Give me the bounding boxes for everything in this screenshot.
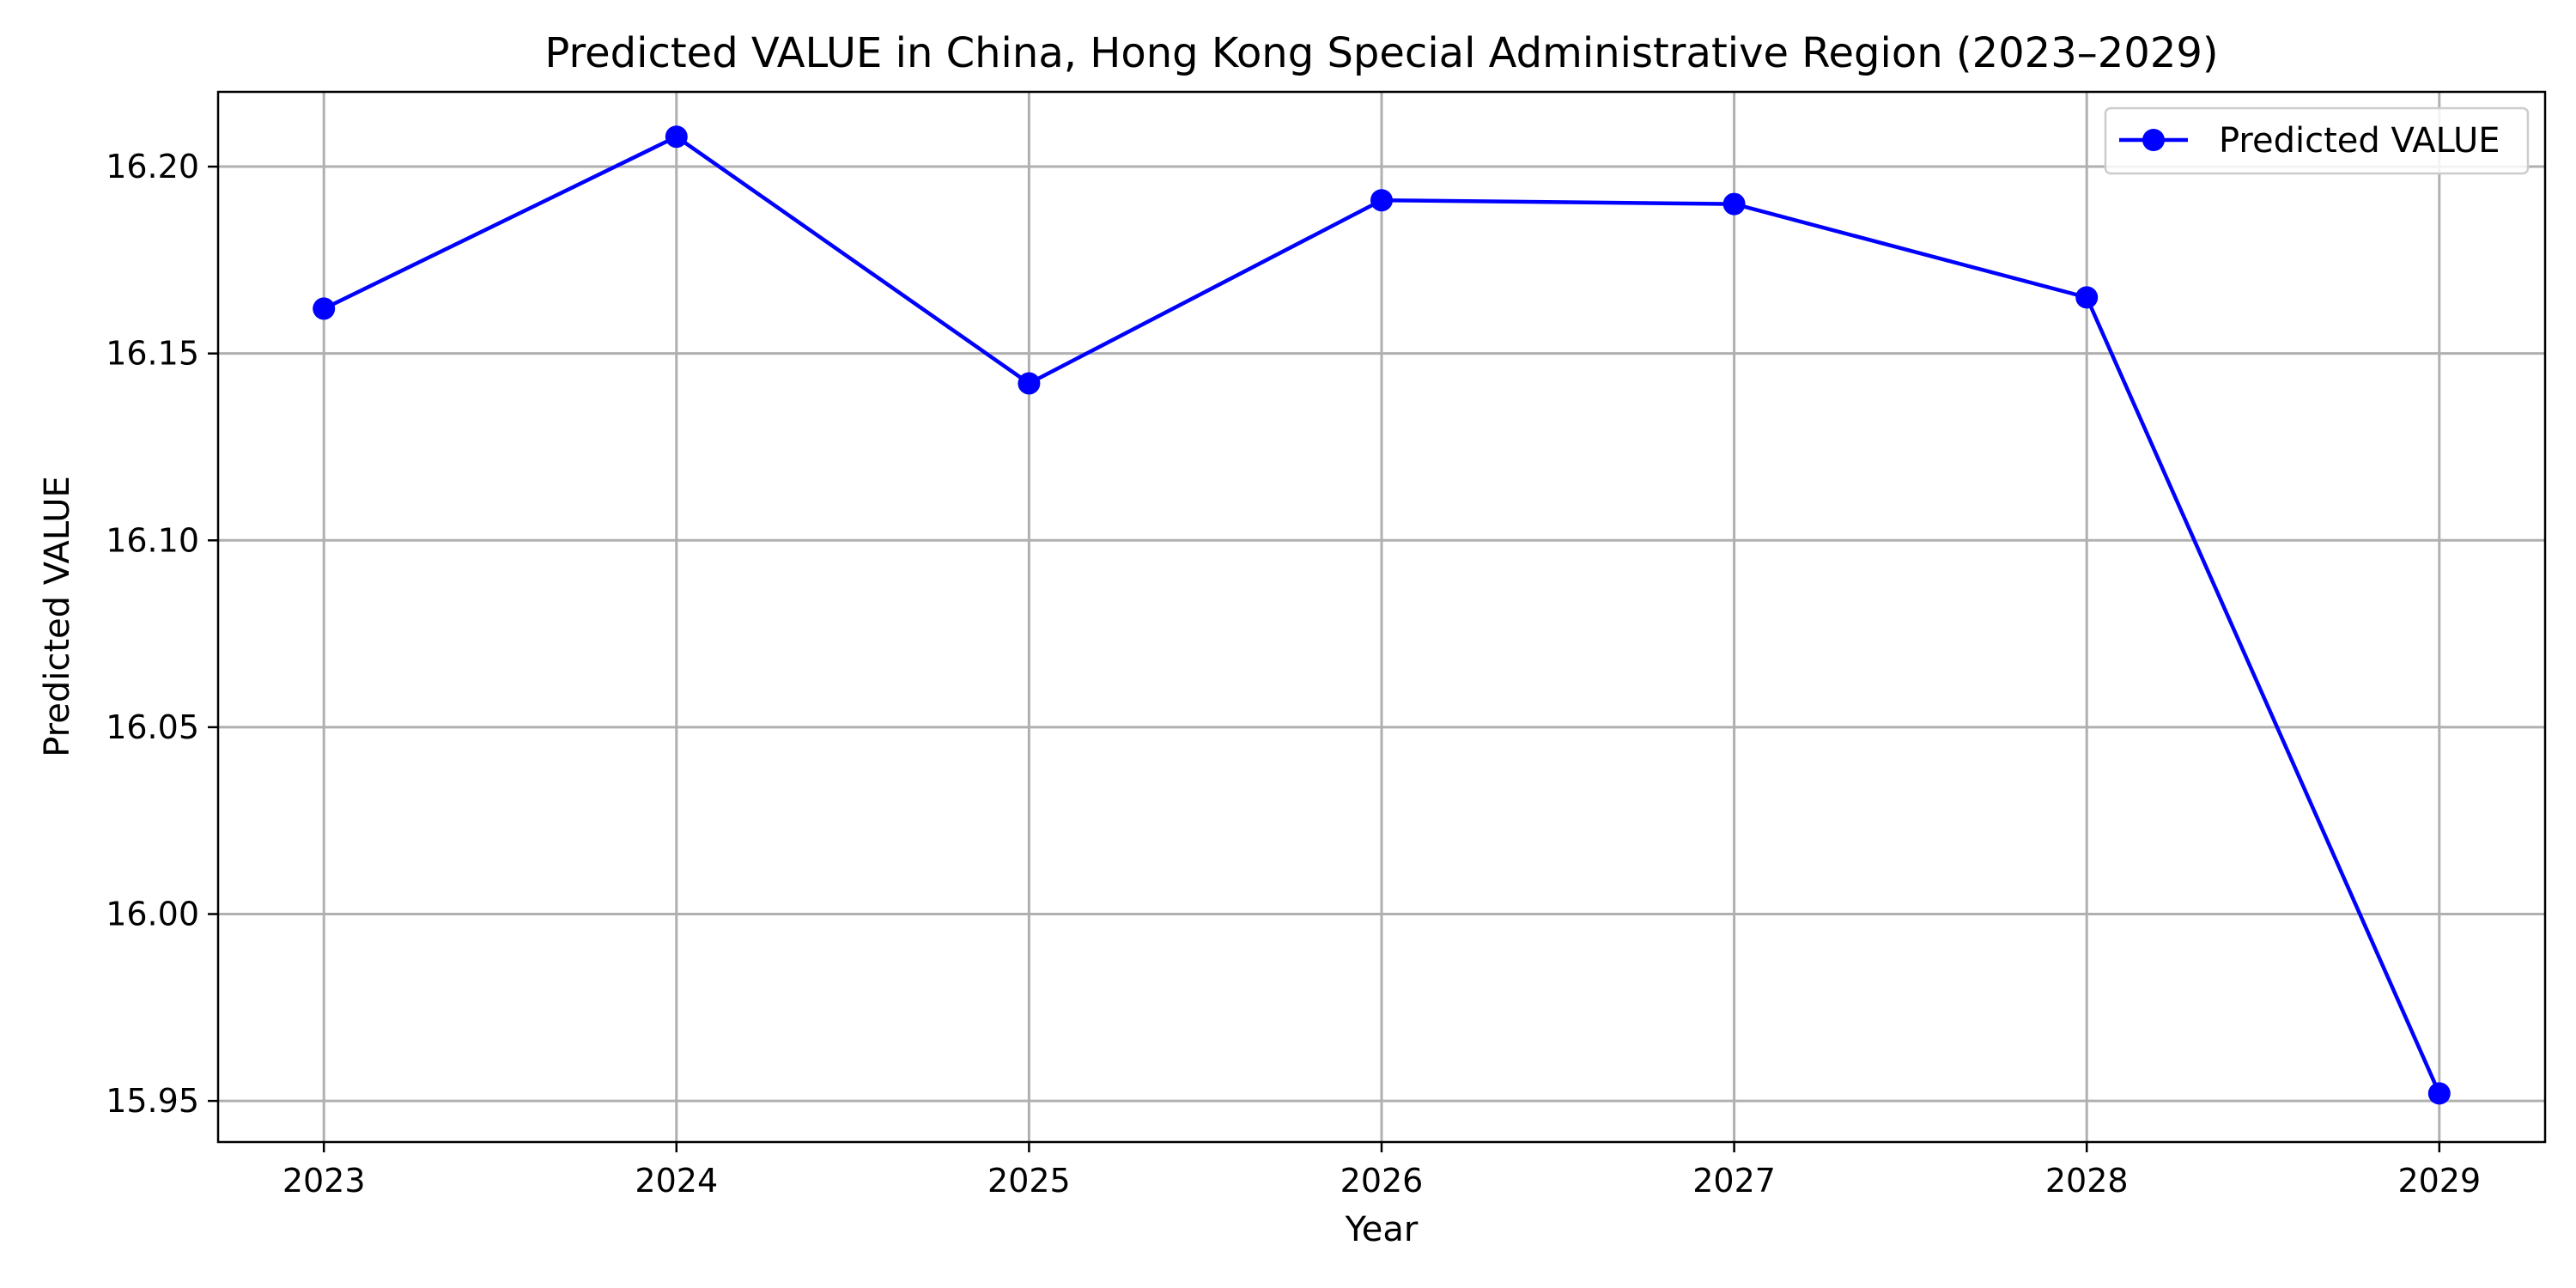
legend-label: Predicted VALUE bbox=[2219, 121, 2500, 161]
y-tick-label: 16.00 bbox=[106, 896, 199, 933]
legend-marker bbox=[2142, 129, 2165, 151]
x-tick-label: 2026 bbox=[1340, 1162, 1424, 1200]
x-tick-label: 2029 bbox=[2397, 1162, 2481, 1200]
tick-labels: 2023 2024 2025 2026 2027 2028 2029 15.95 16.00 16… bbox=[106, 148, 2481, 1200]
legend: Predicted VALUE bbox=[2104, 106, 2530, 175]
y-axis-label: Predicted VALUE bbox=[38, 476, 77, 757]
x-axis-label: Year bbox=[1345, 1210, 1419, 1249]
x-tick-label: 2023 bbox=[283, 1162, 366, 1200]
chart-title: Predicted VALUE in China, Hong Kong Spec… bbox=[544, 29, 2218, 77]
axis-ticks bbox=[208, 165, 2441, 1152]
series-layer bbox=[313, 125, 2451, 1105]
data-point bbox=[313, 297, 336, 320]
y-tick-label: 16.15 bbox=[106, 335, 199, 373]
y-tick-label: 16.05 bbox=[106, 708, 199, 746]
plot-frame bbox=[216, 90, 2547, 1144]
x-tick-label: 2025 bbox=[987, 1162, 1071, 1200]
data-point bbox=[2075, 286, 2099, 309]
legend-box bbox=[2104, 106, 2530, 175]
y-tick-label: 16.10 bbox=[106, 521, 199, 559]
data-point bbox=[1018, 372, 1041, 395]
y-tick-label: 15.95 bbox=[106, 1082, 199, 1120]
y-tick-label: 16.20 bbox=[106, 148, 199, 185]
x-tick-label: 2024 bbox=[635, 1162, 718, 1200]
data-point bbox=[1370, 189, 1393, 212]
data-point bbox=[1722, 192, 1746, 216]
data-point bbox=[2427, 1082, 2451, 1105]
data-point bbox=[665, 125, 688, 149]
x-tick-label: 2028 bbox=[2045, 1162, 2129, 1200]
x-tick-label: 2027 bbox=[1692, 1162, 1776, 1200]
